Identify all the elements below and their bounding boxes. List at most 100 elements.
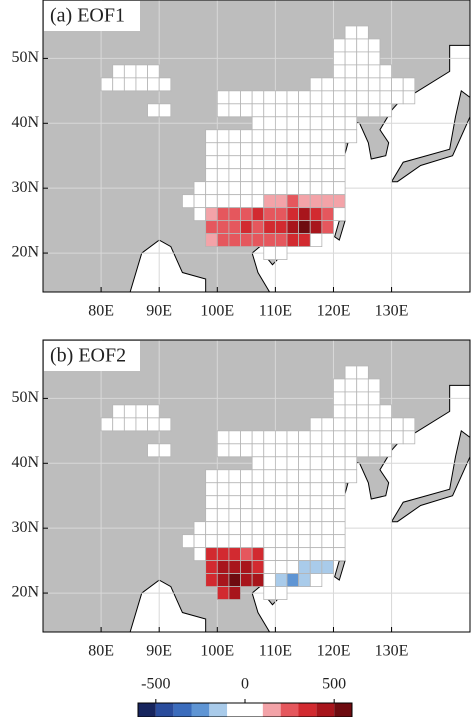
grid-cell [309, 521, 323, 536]
grid-cell [251, 155, 265, 170]
grid-cell [216, 521, 230, 536]
grid-cell [205, 168, 218, 183]
eof-cell [216, 233, 230, 247]
grid-cell [309, 495, 323, 510]
eof-cell [216, 573, 230, 587]
eof-cell [298, 194, 311, 209]
grid-cell [309, 103, 323, 118]
grid-cell [321, 155, 334, 170]
grid-cell [344, 103, 358, 118]
grid-cell [402, 77, 416, 92]
lon-tick-label: 110E [259, 303, 292, 320]
grid-cell [205, 129, 218, 144]
grid-cell [286, 521, 300, 536]
grid-cell [228, 430, 241, 445]
grid-cell [251, 469, 265, 484]
title-box [44, 341, 140, 371]
grid-cell [251, 443, 265, 458]
grid-cell [344, 456, 358, 471]
grid-cell [274, 443, 288, 458]
grid-cell [333, 77, 346, 92]
grid-cell [274, 142, 288, 157]
grid-cell [379, 64, 392, 79]
grid-cell [298, 155, 311, 170]
grid-cell [240, 90, 253, 105]
grid-cell [112, 417, 125, 432]
grid-cell [391, 77, 404, 92]
grid-cell [379, 443, 392, 458]
grid-cell [333, 417, 346, 432]
grid-cell [274, 534, 288, 549]
eof-cell [205, 560, 218, 574]
grid-cell [228, 443, 241, 458]
grid-cell [333, 103, 346, 118]
panel-title: (a) EOF1 [50, 5, 125, 27]
eof-cell [205, 547, 218, 562]
colorbar-bin [262, 703, 281, 717]
grid-cell [356, 51, 369, 66]
grid-cell [251, 521, 265, 536]
grid-cell [228, 181, 241, 196]
grid-cell [356, 391, 369, 406]
eof-cell [274, 220, 288, 235]
grid-cell [286, 142, 300, 157]
grid-cell [367, 378, 381, 393]
grid-cell [333, 181, 346, 196]
eof-cell [263, 233, 276, 247]
eof-cell [216, 560, 230, 574]
grid-cell [112, 404, 125, 419]
grid-cell [333, 430, 346, 445]
grid-cell [309, 90, 323, 105]
grid-cell [286, 547, 300, 562]
grid-cell [333, 482, 346, 497]
grid-cell [367, 417, 381, 432]
grid-cell [158, 443, 172, 458]
grid-cell [251, 129, 265, 144]
grid-cell [333, 547, 346, 562]
eof-cell [216, 207, 230, 222]
grid-cell [321, 129, 334, 144]
colorbar-bin [316, 703, 335, 717]
grid-cell [216, 443, 230, 458]
grid-cell [309, 116, 323, 131]
grid-cell [100, 77, 114, 92]
grid-cell [228, 142, 241, 157]
grid-cell [391, 90, 404, 105]
grid-cell [333, 116, 346, 131]
grid-cell [263, 456, 276, 471]
grid-cell [274, 469, 288, 484]
colorbar-bin [155, 703, 174, 717]
grid-cell [321, 168, 334, 183]
grid-cell [205, 142, 218, 157]
eof-cell [251, 233, 265, 247]
grid-cell [263, 508, 276, 523]
grid-cell [321, 116, 334, 131]
grid-cell [263, 116, 276, 131]
grid-cell [356, 430, 369, 445]
grid-cell [286, 168, 300, 183]
eof-cell [216, 220, 230, 235]
grid-cell [344, 51, 358, 66]
grid-cell [135, 404, 148, 419]
lon-tick-label: 90E [146, 303, 172, 320]
grid-cell [240, 534, 253, 549]
colorbar-bin [191, 703, 210, 717]
eof-cell [228, 560, 241, 574]
grid-cell [333, 534, 346, 549]
lat-tick-label: 50N [11, 49, 39, 66]
grid-cell [123, 77, 137, 92]
eof-cell [228, 586, 241, 600]
grid-cell [344, 365, 358, 380]
eof-cell [251, 560, 265, 574]
grid-cell [274, 103, 288, 118]
grid-cell [228, 534, 241, 549]
eof-cell [298, 220, 311, 235]
eof-cell [286, 207, 300, 222]
grid-cell [379, 430, 392, 445]
grid-cell [263, 129, 276, 144]
grid-cell [367, 404, 381, 419]
grid-cell [240, 181, 253, 196]
grid-cell [298, 547, 311, 562]
grid-cell [298, 129, 311, 144]
grid-cell [344, 116, 358, 131]
